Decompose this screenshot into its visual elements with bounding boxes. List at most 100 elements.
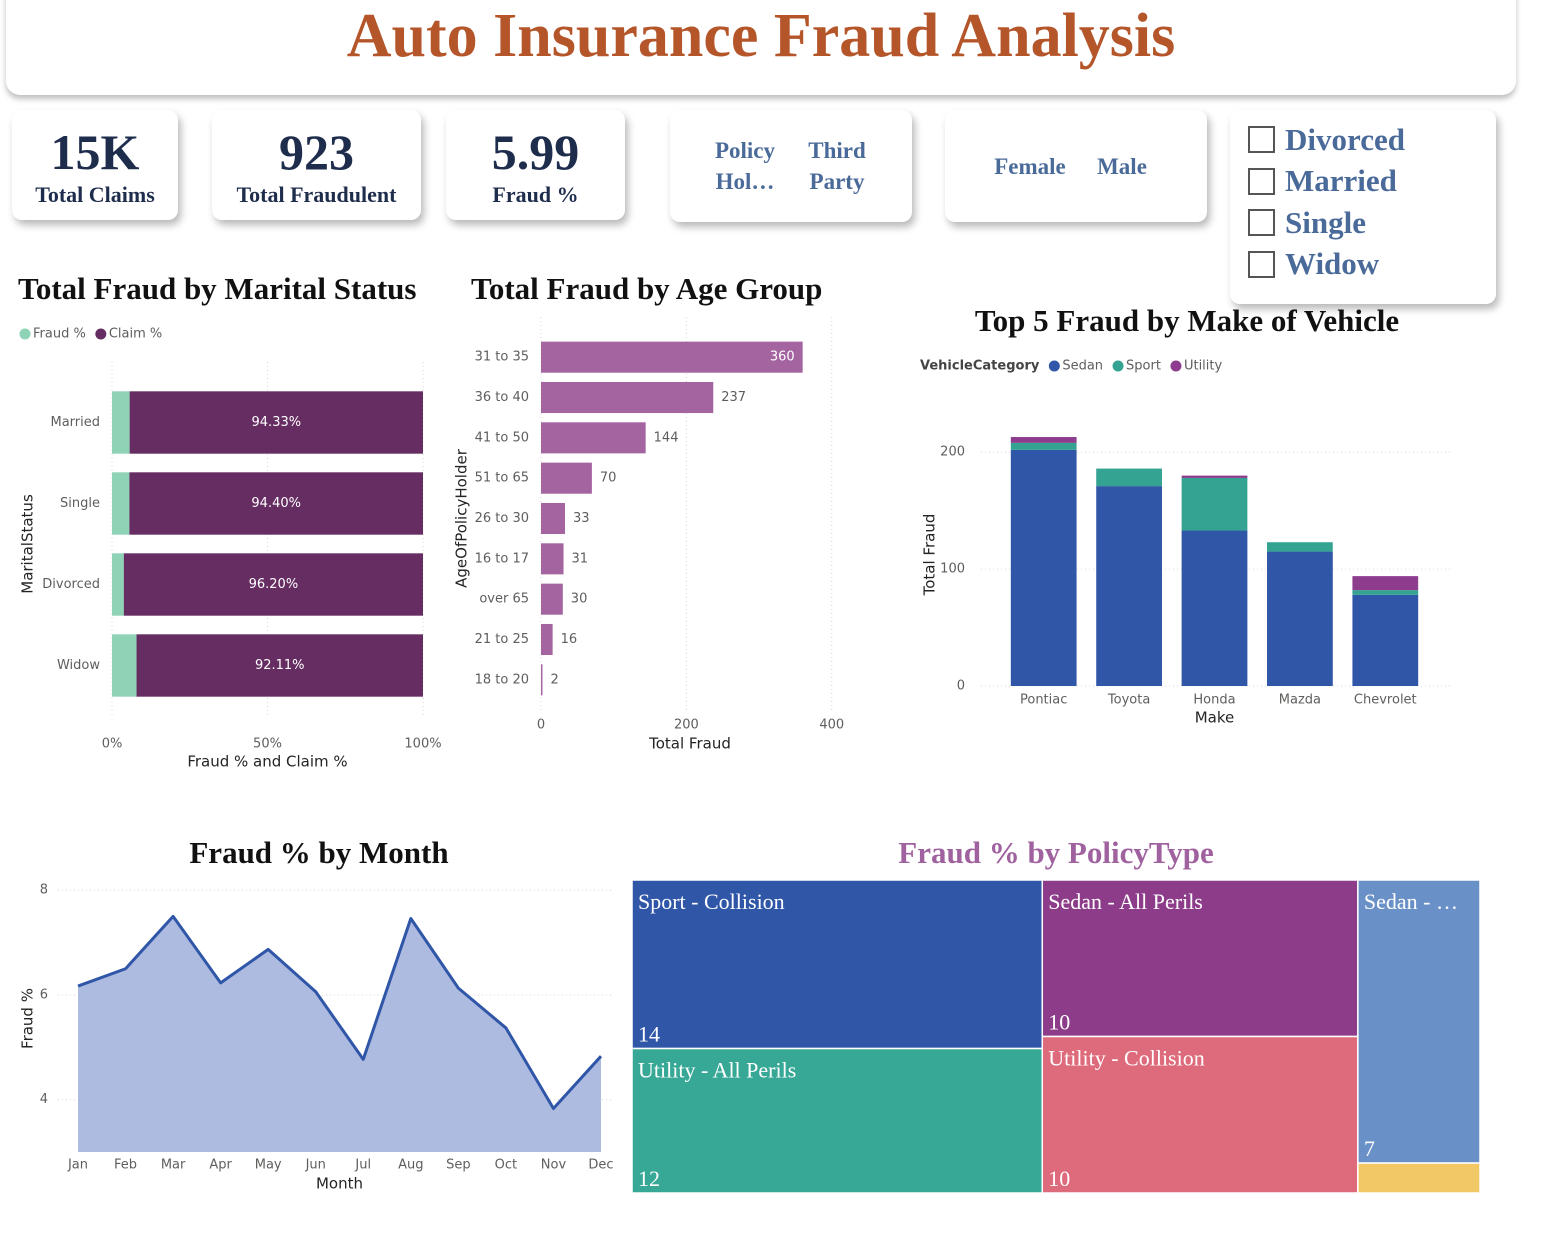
y-tick-label: 16 to 17	[475, 551, 529, 566]
bar	[1010, 442, 1077, 450]
y-tick-label: 31 to 35	[475, 350, 529, 365]
bar	[541, 623, 553, 656]
bar	[541, 341, 803, 373]
tile-label: Sedan - All Perils	[1048, 889, 1203, 914]
data-label: 33	[573, 511, 590, 526]
bar	[1352, 576, 1419, 591]
tile-value: 7	[1364, 1136, 1375, 1161]
x-tick-label: May	[255, 1158, 282, 1173]
kpi-label: Fraud %	[492, 182, 579, 207]
checkbox-item[interactable]: Divorced	[1230, 119, 1496, 161]
data-label: 237	[721, 390, 746, 405]
y-tick-label: 18 to 20	[475, 672, 529, 687]
treemap-tile	[1357, 879, 1481, 1164]
bar	[1267, 551, 1333, 686]
tile-value: 10	[1048, 1010, 1070, 1035]
y-tick-label: 8	[40, 883, 48, 898]
kpi-label: Total Fraudulent	[236, 182, 397, 207]
legend-marker	[95, 328, 107, 340]
kpi-value: 15K	[50, 124, 140, 180]
treemap-tile	[1357, 1162, 1481, 1194]
slicer-option[interactable]: Policy Hol…	[714, 138, 776, 194]
y-tick-label: Married	[50, 415, 100, 430]
data-label: 94.33%	[252, 415, 302, 430]
x-axis-title: Fraud % and Claim %	[187, 753, 347, 771]
data-label: 31	[572, 551, 589, 566]
bar	[1267, 542, 1333, 552]
bar	[541, 664, 543, 696]
kpi-card: 5.99 Fraud %	[446, 110, 625, 220]
checkbox-label: Widow	[1285, 246, 1380, 282]
bar	[129, 472, 423, 535]
x-tick-label: 50%	[253, 737, 282, 752]
kpi-value: 5.99	[491, 124, 580, 180]
x-tick-label: Mar	[161, 1158, 186, 1173]
checkbox-item[interactable]: Single	[1230, 202, 1496, 244]
tile-value: 14	[638, 1022, 660, 1047]
area-fill	[78, 916, 601, 1152]
data-label: 144	[654, 430, 679, 445]
y-tick-label: Divorced	[42, 577, 100, 592]
x-axis-title: Total Fraud	[648, 735, 731, 753]
chart-title: Total Fraud by Marital Status	[18, 271, 416, 306]
bar	[112, 472, 130, 535]
legend-marker	[1112, 360, 1124, 372]
bar	[541, 583, 563, 615]
legend-label: Sport	[1126, 359, 1161, 374]
checkbox-item[interactable]: Widow	[1230, 244, 1496, 286]
y-tick-label: over 65	[479, 592, 529, 607]
slicer-option[interactable]: Male	[1097, 153, 1147, 179]
tile-value: 10	[1048, 1166, 1070, 1191]
data-label: 94.40%	[251, 496, 301, 511]
legend-marker	[1170, 360, 1182, 372]
bar	[136, 634, 423, 697]
kpi-card: 15K Total Claims	[12, 110, 178, 220]
kpi-card: 923 Total Fraudulent	[212, 110, 421, 220]
y-tick-label: 36 to 40	[475, 390, 529, 405]
treemap-tile	[631, 879, 1044, 1050]
x-tick-label: Toyota	[1107, 693, 1150, 708]
bar	[1352, 590, 1419, 595]
kpi-value: 923	[279, 124, 354, 180]
bar	[123, 553, 424, 616]
x-tick-label: Honda	[1193, 693, 1235, 708]
treemap-tile	[1041, 879, 1359, 1038]
treemap-tile	[631, 1047, 1044, 1194]
x-tick-label: Jun	[305, 1158, 326, 1173]
y-tick-label: 6	[40, 987, 48, 1002]
legend-title: VehicleCategory	[920, 359, 1040, 374]
kpi-label: Total Claims	[35, 182, 155, 207]
x-axis-title: Make	[1195, 709, 1235, 727]
bar	[1181, 477, 1248, 531]
y-tick-label: 0	[957, 679, 965, 694]
x-tick-label: Oct	[495, 1158, 517, 1173]
y-axis-title: MaritalStatus	[19, 494, 37, 594]
tile-label: Utility - Collision	[1048, 1046, 1204, 1071]
slicer-option[interactable]: Female	[994, 153, 1066, 179]
page-title: Auto Insurance Fraud Analysis	[346, 2, 1176, 70]
checkbox-item[interactable]: Married	[1230, 161, 1496, 203]
treemap-tile	[1041, 1035, 1359, 1194]
bar	[1352, 594, 1419, 686]
policy-slicer: Policy Hol… Third Party	[670, 110, 912, 222]
y-tick-label: 51 to 65	[475, 471, 529, 486]
bar	[1010, 449, 1077, 686]
header: Auto Insurance Fraud Analysis	[6, 0, 1516, 95]
y-axis-title: AgeOfPolicyHolder	[453, 448, 471, 588]
bar	[541, 381, 714, 414]
y-tick-label: 200	[940, 445, 965, 460]
bar	[1096, 468, 1162, 487]
data-label: 360	[770, 350, 795, 365]
checkbox-label: Divorced	[1285, 121, 1405, 157]
x-tick-label: Dec	[588, 1158, 613, 1173]
chart-title: Total Fraud by Age Group	[471, 271, 822, 306]
x-tick-label: Sep	[446, 1158, 471, 1173]
slicer-option[interactable]: Third Party	[808, 138, 866, 194]
x-tick-label: Chevrolet	[1354, 693, 1417, 708]
bar	[1010, 437, 1077, 443]
data-label: 96.20%	[249, 577, 299, 592]
bar	[112, 634, 137, 697]
data-label: 2	[550, 672, 558, 687]
x-tick-label: 400	[819, 718, 844, 733]
